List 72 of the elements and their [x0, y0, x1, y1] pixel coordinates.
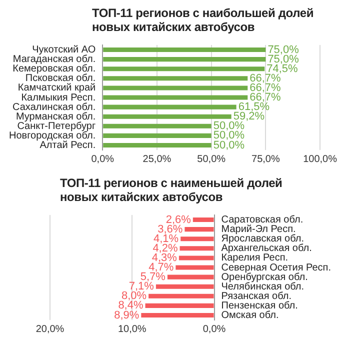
data-label: 75,0% — [268, 53, 300, 66]
data-label: 4,1% — [154, 232, 179, 245]
y-tick-label: Рязанская обл. — [221, 290, 292, 302]
bar — [103, 114, 232, 119]
bar — [167, 274, 214, 280]
bar — [103, 104, 236, 110]
bar — [148, 294, 214, 298]
y-tick-label: Пензенская обл. — [221, 300, 298, 312]
chart-title: ТОП-11 регионов с наименьшей долей новых китайских автобусов — [59, 175, 284, 206]
data-label: 75,0% — [268, 44, 300, 56]
bar — [145, 303, 214, 308]
data-label: 3,6% — [158, 223, 183, 236]
y-tick-label: Челябинская обл. — [221, 281, 304, 292]
y-tick-label: Архангельская обл. — [221, 243, 312, 254]
y-tick-label: Мурманская обл. — [16, 111, 96, 122]
data-label: 8,9% — [114, 309, 140, 322]
y-tick-label: Омская обл. — [221, 310, 279, 321]
y-tick-label: Сахалинская обл. — [12, 102, 96, 113]
y-tick-label: Ярославская обл. — [221, 234, 304, 245]
y-tick-label: Камчатский край — [18, 82, 96, 94]
data-label: 4,2% — [152, 242, 178, 254]
bar — [141, 312, 214, 318]
y-tick-label: Алтай Респ. — [40, 140, 96, 151]
y-tick-label: Санкт-Петербург — [17, 120, 96, 132]
x-tick-label: 0,0% — [91, 154, 114, 165]
bar — [156, 284, 214, 289]
y-tick-label: Магаданская обл. — [12, 54, 96, 66]
bar — [180, 236, 214, 242]
bar — [103, 95, 248, 100]
data-label: 50,0% — [213, 130, 245, 142]
x-tick-label: 100,0% — [303, 154, 338, 165]
bar — [184, 227, 214, 232]
x-tick-label: 25,0% — [142, 154, 172, 165]
y-tick-label: Калмыкия Респ. — [21, 92, 96, 104]
y-tick-label: Псковская обл. — [25, 73, 96, 84]
data-label: 2,6% — [166, 214, 192, 226]
y-tick-label: Новгородская обл. — [8, 130, 96, 142]
bar — [192, 218, 214, 222]
x-tick-label: 0,0% — [202, 324, 226, 335]
x-tick-label: 20,0% — [36, 324, 64, 335]
bar — [176, 265, 214, 270]
x-tick-label: 50,0% — [197, 154, 226, 165]
y-tick-label: Саратовская обл. — [221, 214, 304, 226]
y-tick-label: Чукотский АО — [32, 44, 96, 56]
x-tick-label: 10,0% — [118, 324, 146, 335]
data-label: 5,7% — [140, 271, 166, 284]
data-label: 8,0% — [121, 290, 147, 302]
chart-title: ТОП-11 регионов с наибольшей долей новых китайских автобусов — [91, 5, 315, 36]
data-label: 66,7% — [250, 82, 282, 94]
data-label: 50,0% — [213, 139, 245, 152]
bar — [103, 142, 212, 148]
data-label: 66,7% — [250, 72, 282, 84]
y-tick-label: Северная Осетия Респ. — [221, 262, 332, 274]
data-label: 8,4% — [118, 300, 144, 312]
data-label: 7,1% — [128, 280, 154, 293]
y-tick-label: Кемеровская обл. — [12, 64, 96, 75]
data-label: 4,3% — [152, 252, 178, 264]
x-tick-label: 75,0% — [252, 154, 280, 165]
bar — [103, 48, 266, 52]
bar — [103, 57, 266, 62]
y-tick-label: Оренбургская обл. — [221, 272, 308, 283]
bar — [178, 256, 214, 260]
bar — [103, 133, 212, 138]
data-label: 4,7% — [148, 262, 174, 274]
bar — [103, 66, 265, 72]
data-label: 74,5% — [266, 62, 298, 75]
bar — [103, 124, 212, 128]
bar — [103, 76, 248, 81]
bar — [103, 86, 248, 90]
y-tick-label: Карелия Респ. — [221, 252, 288, 264]
bar — [180, 246, 214, 251]
y-tick-label: Марий-Эл Респ. — [221, 224, 296, 236]
